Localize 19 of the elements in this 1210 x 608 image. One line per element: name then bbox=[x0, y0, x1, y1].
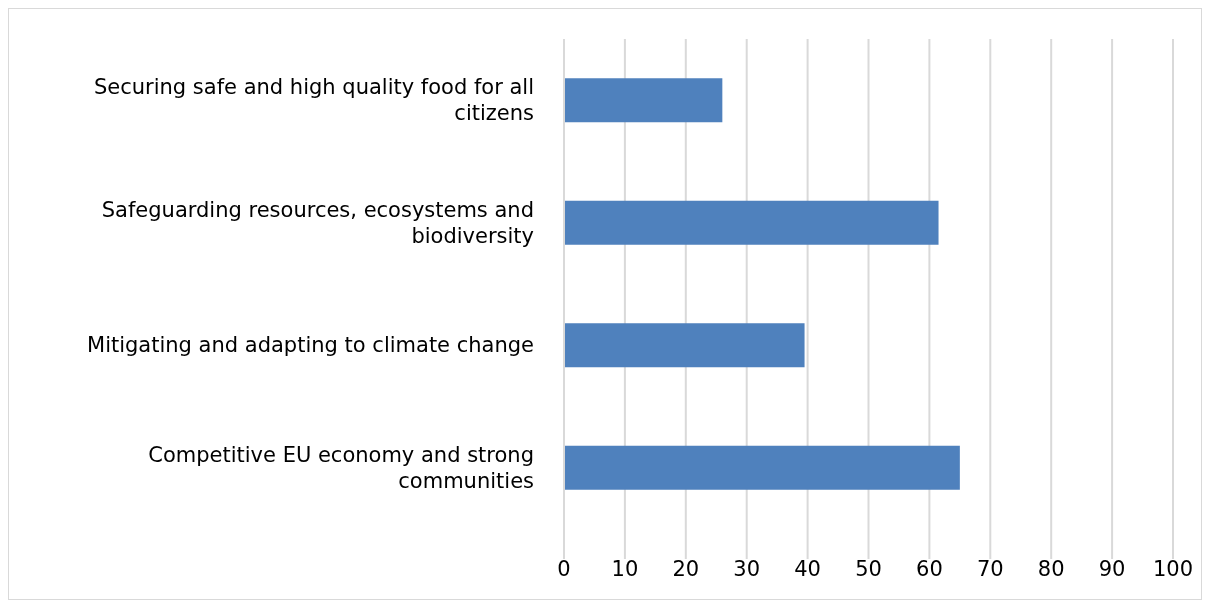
bar bbox=[564, 78, 723, 123]
y-tick-label: Mitigating and adapting to climate change bbox=[87, 333, 534, 358]
x-tick-label: 70 bbox=[976, 556, 1004, 581]
y-tick-label: Competitive EU economy and strong communities bbox=[148, 442, 534, 493]
x-tick-label: 0 bbox=[557, 556, 571, 581]
x-tick-label: 100 bbox=[1152, 556, 1194, 581]
bar bbox=[564, 200, 939, 245]
x-tick-label: 40 bbox=[794, 556, 821, 581]
x-tick-label: 20 bbox=[672, 556, 700, 581]
y-tick-label: Securing safe and high quality food for all citizens bbox=[93, 75, 534, 126]
bar bbox=[564, 445, 960, 490]
x-tick-label: 80 bbox=[1037, 556, 1065, 581]
x-tick-label: 90 bbox=[1098, 556, 1126, 581]
x-tick-label: 50 bbox=[855, 556, 882, 581]
x-tick-label: 30 bbox=[733, 556, 761, 581]
y-tick-label: Safeguarding resources, ecosystems and biodiversity bbox=[101, 197, 534, 248]
bar bbox=[564, 323, 805, 368]
x-tick-label: 60 bbox=[916, 556, 943, 581]
x-tick-label: 10 bbox=[611, 556, 639, 581]
